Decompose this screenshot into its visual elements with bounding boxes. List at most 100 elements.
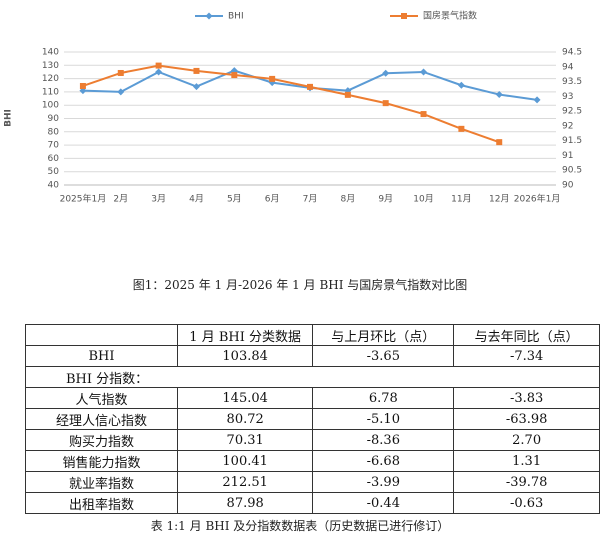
point	[193, 67, 200, 74]
y2-tick-label: 92	[562, 121, 573, 131]
x-tick-label: 8月	[340, 194, 355, 205]
cell: -6.68	[312, 450, 455, 472]
point	[79, 82, 86, 89]
cell: 人气指数	[25, 387, 178, 409]
cell: -3.99	[312, 471, 455, 493]
body-row: BHI 103.84 -3.65 -7.34	[25, 345, 600, 367]
legend-marker	[401, 13, 407, 19]
y-tick-label: 120	[42, 74, 59, 84]
point	[117, 88, 125, 96]
point	[457, 81, 465, 89]
point	[420, 68, 428, 76]
y2-tick-label: 90.5	[562, 166, 582, 176]
x-tick-label: 12月	[489, 194, 509, 205]
x-tick-label: 6月	[265, 194, 280, 205]
x-tick-label: 11月	[451, 194, 471, 205]
point	[344, 91, 351, 98]
y2-tick-label: 94	[562, 62, 574, 72]
legend-label: BHI	[228, 12, 244, 22]
point	[458, 125, 465, 132]
cell: 103.84	[176, 345, 314, 367]
y2-tick-label: 91	[562, 151, 573, 161]
figure-caption: 图1：2025 年 1 月-2026 年 1 月 BHI 与国房景气指数对比图	[132, 278, 468, 292]
cell: 就业率指数	[25, 471, 178, 493]
x-tick-label: 3月	[151, 194, 166, 205]
point	[155, 68, 163, 76]
cell: 与去年同比（点）	[453, 324, 600, 346]
y-tick-label: 60	[48, 154, 60, 164]
cell: 100.41	[176, 450, 314, 472]
x-tick-label: 7月	[303, 194, 318, 205]
cell: 1.31	[453, 450, 600, 472]
body-row: 销售能力指数 100.41 -6.68 1.31	[25, 450, 600, 472]
cell: 212.51	[176, 471, 314, 493]
cell: 购买力指数	[25, 429, 178, 451]
point	[382, 69, 390, 77]
y-tick-label: 130	[42, 61, 59, 71]
body-row: 就业率指数 212.51 -3.99 -39.78	[25, 471, 600, 493]
y-tick-label: 40	[48, 181, 60, 191]
point	[231, 72, 238, 79]
x-tick-label: 2月	[113, 194, 128, 205]
cell: 经理人信心指数	[25, 408, 178, 430]
point	[307, 83, 313, 90]
x-tick-label: 9月	[378, 194, 393, 205]
y-tick-label: 90	[48, 114, 60, 124]
body-row: 人气指数 145.04 6.78 -3.83	[25, 387, 600, 409]
cell: -0.44	[312, 492, 455, 514]
body-row: BHI 分指数：	[25, 366, 600, 388]
y2-tick-label: 91.5	[562, 136, 582, 146]
series-line	[82, 64, 500, 144]
data-table: 1 月 BHI 分类数据 与上月环比（点） 与去年同比（点） BHI 103.84 -3.…	[25, 324, 600, 514]
x-tick-label: 10月	[413, 194, 433, 205]
point	[420, 111, 427, 118]
y2-tick-label: 90	[562, 181, 574, 191]
y2-tick-label: 93.5	[562, 77, 582, 87]
point	[117, 69, 124, 76]
point	[269, 75, 276, 82]
y2-tick-label: 94.5	[562, 48, 582, 58]
cell: -63.98	[453, 408, 600, 430]
table-caption: 表 1:1 月 BHI 及分指数数据表（历史数据已进行修订）	[150, 519, 450, 533]
cell: BHI	[25, 345, 178, 367]
cell: BHI 分指数：	[25, 366, 600, 388]
point	[155, 62, 162, 69]
y-tick-label: 50	[48, 167, 60, 177]
y-tick-label: 70	[48, 141, 60, 151]
chart: 40 50 60 70 80 90 100 110 120 130 140 90 90.5 91 91.5 9…	[4, 10, 583, 205]
y-tick-label: 80	[48, 127, 60, 137]
cell: 1 月 BHI 分类数据	[176, 324, 314, 346]
cell: -39.78	[453, 471, 600, 493]
point	[192, 83, 200, 91]
y-tick-label: 110	[42, 87, 59, 97]
cell: 出租率指数	[25, 492, 178, 514]
point	[496, 139, 503, 146]
legend-label: 国房景气指数	[423, 10, 477, 22]
cell: -8.36	[312, 429, 455, 451]
body-row: 经理人信心指数 80.72 -5.10 -63.98	[25, 408, 600, 430]
y-tick-label: 100	[42, 101, 59, 111]
cell: -3.65	[312, 345, 455, 367]
cell: -7.34	[453, 345, 600, 367]
legend-marker	[205, 12, 213, 20]
x-tick-label: 2025年1月	[60, 193, 107, 205]
body-row: 出租率指数 87.98 -0.44 -0.63	[25, 492, 600, 514]
cell: -3.83	[453, 387, 600, 409]
cell	[25, 324, 178, 346]
y-tick-label: 140	[42, 48, 59, 58]
cell: 70.31	[176, 429, 314, 451]
cell: -0.63	[453, 492, 600, 514]
y-axis-label: BHI	[4, 109, 14, 127]
cell: 销售能力指数	[25, 450, 178, 472]
cell: 87.98	[176, 492, 314, 514]
cell: -5.10	[312, 408, 455, 430]
x-tick-label: 5月	[227, 194, 242, 205]
point	[495, 91, 503, 99]
cell: 80.72	[176, 408, 314, 430]
point	[382, 100, 389, 107]
body-row: 购买力指数 70.31 -8.36 2.70	[25, 429, 600, 451]
cell: 与上月环比（点）	[312, 324, 455, 346]
point	[533, 96, 541, 104]
cell: 145.04	[176, 387, 314, 409]
